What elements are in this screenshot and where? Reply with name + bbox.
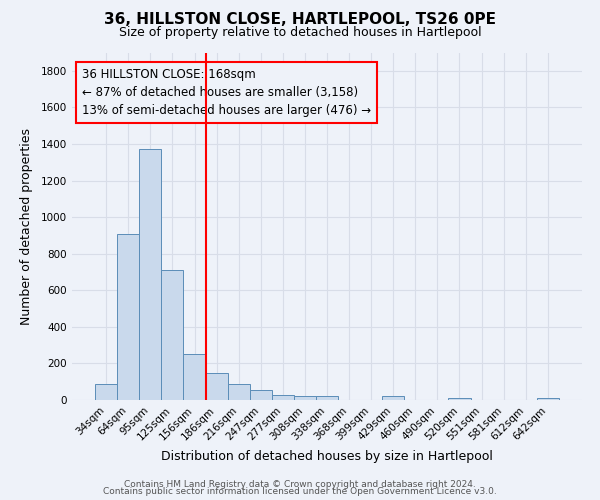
Bar (95, 384, 117, 400)
Text: 36, HILLSTON CLOSE, HARTLEPOOL, TS26 0PE: 36, HILLSTON CLOSE, HARTLEPOOL, TS26 0PE (104, 12, 496, 28)
Bar (227, 384, 250, 400)
Bar (161, 270, 184, 400)
Bar (272, 394, 294, 400)
Text: 36 HILLSTON CLOSE: 168sqm
← 87% of detached houses are smaller (3,158)
13% of se: 36 HILLSTON CLOSE: 168sqm ← 87% of detac… (82, 68, 371, 117)
Bar (382, 396, 404, 400)
X-axis label: Distribution of detached houses by size in Hartlepool: Distribution of detached houses by size … (161, 450, 493, 463)
Bar (117, 234, 139, 400)
Bar (139, 150, 161, 400)
Bar (184, 354, 206, 400)
Bar (206, 374, 227, 400)
Bar (316, 396, 338, 400)
Bar (537, 398, 559, 400)
Text: Size of property relative to detached houses in Hartlepool: Size of property relative to detached ho… (119, 26, 481, 39)
Bar (294, 396, 316, 400)
Y-axis label: Number of detached properties: Number of detached properties (20, 128, 32, 325)
Text: Contains public sector information licensed under the Open Government Licence v3: Contains public sector information licen… (103, 488, 497, 496)
Bar (250, 390, 272, 400)
Text: Contains HM Land Registry data © Crown copyright and database right 2024.: Contains HM Land Registry data © Crown c… (124, 480, 476, 489)
Bar (448, 398, 470, 400)
